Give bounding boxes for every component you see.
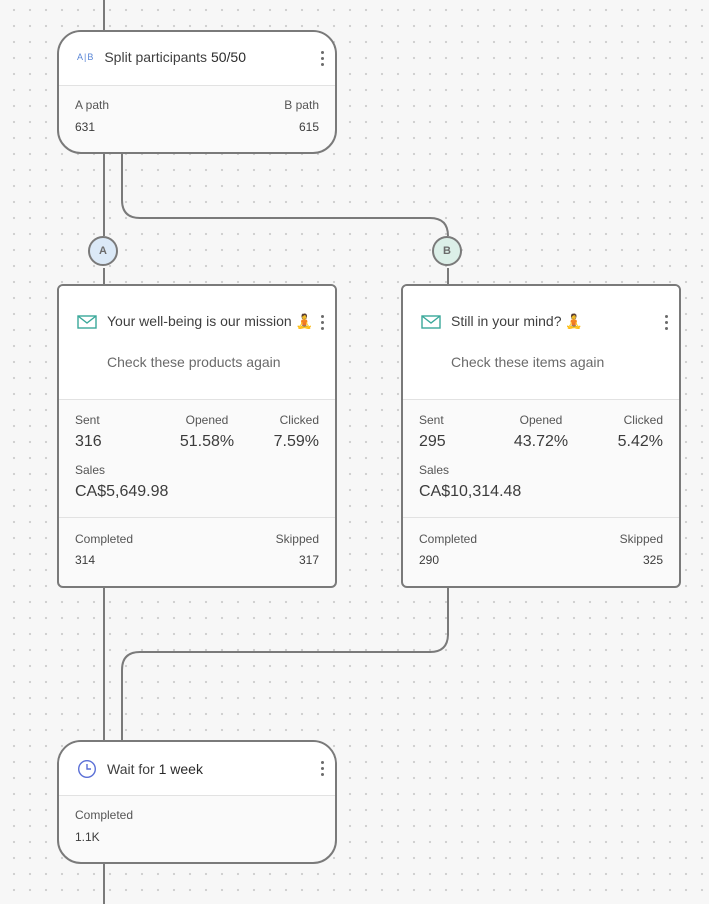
email-a-subject: Your well-being is our mission 🧘 xyxy=(107,313,314,329)
email-a-sent-label: Sent xyxy=(75,413,100,427)
split-node-title: Split participants 50/50 xyxy=(104,49,246,65)
split-node-header: A|B Split participants 50/50 xyxy=(59,32,335,86)
email-a-opened-value: 51.58% xyxy=(179,433,235,450)
split-node-menu-icon[interactable] xyxy=(319,50,325,68)
wait-completed-label: Completed xyxy=(75,808,134,822)
email-node-b[interactable]: Still in your mind? 🧘 Check these items … xyxy=(401,284,681,588)
clock-icon xyxy=(77,759,97,779)
email-b-preheader: Check these items again xyxy=(451,354,605,370)
a-path-value: 631 xyxy=(75,120,96,134)
email-a-clicked-value: 7.59% xyxy=(273,433,319,450)
connector-b-to-wait xyxy=(121,586,449,742)
email-a-sales-value: CA$5,649.98 xyxy=(75,483,169,500)
email-b-clicked-value: 5.42% xyxy=(617,433,663,450)
email-b-skipped-label: Skipped xyxy=(619,532,663,546)
connector-split-to-b xyxy=(121,152,449,237)
email-a-menu-icon[interactable] xyxy=(319,314,325,332)
email-b-sales-label: Sales xyxy=(419,463,450,477)
path-b-badge: B xyxy=(432,236,462,266)
wait-node-menu-icon[interactable] xyxy=(319,760,325,778)
email-a-clicked-label: Clicked xyxy=(279,413,319,427)
email-a-completed-label: Completed xyxy=(75,532,134,546)
email-b-skipped-value: 325 xyxy=(642,553,663,567)
email-a-skipped-value: 317 xyxy=(298,553,319,567)
email-b-clicked-label: Clicked xyxy=(623,413,663,427)
email-a-divider xyxy=(59,517,335,518)
email-a-completed-value: 314 xyxy=(75,553,96,567)
envelope-icon xyxy=(421,314,441,329)
split-node-card[interactable]: A|B Split participants 50/50 A path 631 … xyxy=(57,30,337,154)
email-b-divider xyxy=(403,517,679,518)
wait-node-card[interactable]: Wait for 1 week Completed 1.1K xyxy=(57,740,337,864)
wait-completed-value: 1.1K xyxy=(75,830,100,844)
email-b-completed-value: 290 xyxy=(419,553,440,567)
email-a-preheader: Check these products again xyxy=(107,354,281,370)
email-a-skipped-label: Skipped xyxy=(275,532,319,546)
email-a-sent-value: 316 xyxy=(75,433,102,450)
envelope-icon xyxy=(77,314,97,329)
email-b-menu-icon[interactable] xyxy=(663,314,669,332)
wait-node-title: Wait for 1 week xyxy=(107,761,203,777)
email-b-sent-value: 295 xyxy=(419,433,446,450)
email-b-opened-label: Opened xyxy=(519,413,563,427)
ab-split-icon: A|B xyxy=(77,52,95,62)
email-b-header: Still in your mind? 🧘 Check these items … xyxy=(403,286,679,400)
email-a-opened-label: Opened xyxy=(185,413,229,427)
path-a-badge: A xyxy=(88,236,118,266)
email-b-opened-value: 43.72% xyxy=(513,433,569,450)
email-a-sales-label: Sales xyxy=(75,463,106,477)
email-b-sales-value: CA$10,314.48 xyxy=(419,483,522,500)
email-node-a[interactable]: Your well-being is our mission 🧘 Check t… xyxy=(57,284,337,588)
b-path-value: 615 xyxy=(298,120,319,134)
email-b-sent-label: Sent xyxy=(419,413,444,427)
email-b-completed-label: Completed xyxy=(419,532,478,546)
b-path-label: B path xyxy=(284,98,319,112)
a-path-label: A path xyxy=(75,98,110,112)
email-a-header: Your well-being is our mission 🧘 Check t… xyxy=(59,286,335,400)
wait-node-header: Wait for 1 week xyxy=(59,742,335,796)
email-b-subject: Still in your mind? 🧘 xyxy=(451,313,583,329)
